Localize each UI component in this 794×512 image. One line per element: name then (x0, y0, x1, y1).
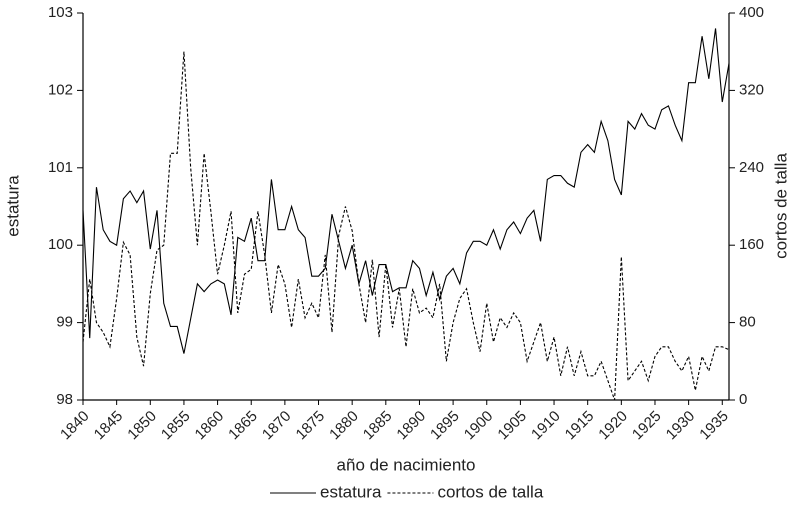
y-tick-label: 103 (48, 4, 73, 21)
y2-tick-label: 320 (739, 81, 764, 98)
x-tick-label: 1925 (629, 408, 665, 444)
x-tick-label: 1865 (225, 408, 261, 444)
y-tick-label: 102 (48, 81, 73, 98)
y-tick-label: 99 (56, 314, 73, 331)
y2-tick-label: 160 (739, 236, 764, 253)
x-tick-label: 1935 (696, 408, 732, 444)
y-axis-title: estatura (3, 175, 22, 237)
x-tick-label: 1910 (528, 408, 564, 444)
x-tick-label: 1870 (259, 408, 295, 444)
x-tick-label: 1920 (595, 408, 631, 444)
x-tick-label: 1840 (57, 408, 93, 444)
x-tick-label: 1890 (393, 408, 429, 444)
x-tick-label: 1855 (158, 408, 194, 444)
y2-tick-label: 240 (739, 159, 764, 176)
x-tick-label: 1930 (663, 408, 699, 444)
y2-axis-title: cortos de talla (771, 153, 790, 259)
x-tick-label: 1850 (124, 408, 160, 444)
x-tick-label: 1905 (494, 408, 530, 444)
legend-label: estatura (320, 482, 382, 501)
x-tick-label: 1900 (461, 408, 497, 444)
x-tick-label: 1875 (293, 408, 329, 444)
y2-tick-label: 80 (739, 314, 756, 331)
x-tick-label: 1915 (562, 408, 598, 444)
x-tick-label: 1860 (192, 408, 228, 444)
y2-tick-label: 400 (739, 4, 764, 21)
line-series (82, 51, 730, 401)
line-series (82, 28, 730, 354)
x-tick-label: 1895 (427, 408, 463, 444)
x-axis-title: año de nacimiento (337, 455, 476, 474)
y-tick-label: 98 (56, 391, 73, 408)
y-tick-label: 100 (48, 236, 73, 253)
x-tick-label: 1885 (360, 408, 396, 444)
y2-tick-label: 0 (739, 391, 747, 408)
y-tick-label: 101 (48, 159, 73, 176)
x-tick-label: 1845 (91, 408, 127, 444)
legend-label: cortos de talla (437, 482, 543, 501)
x-tick-label: 1880 (326, 408, 362, 444)
